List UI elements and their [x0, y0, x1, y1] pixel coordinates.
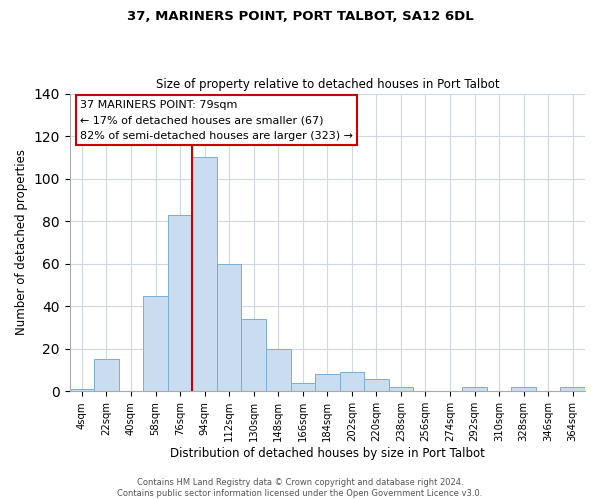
Bar	[168, 215, 193, 392]
X-axis label: Distribution of detached houses by size in Port Talbot: Distribution of detached houses by size …	[170, 447, 485, 460]
Bar	[217, 264, 241, 392]
Bar	[340, 372, 364, 392]
Y-axis label: Number of detached properties: Number of detached properties	[15, 150, 28, 336]
Bar	[389, 387, 413, 392]
Text: 37 MARINERS POINT: 79sqm
← 17% of detached houses are smaller (67)
82% of semi-d: 37 MARINERS POINT: 79sqm ← 17% of detach…	[80, 100, 353, 140]
Bar	[462, 387, 487, 392]
Bar	[315, 374, 340, 392]
Bar	[70, 389, 94, 392]
Text: 37, MARINERS POINT, PORT TALBOT, SA12 6DL: 37, MARINERS POINT, PORT TALBOT, SA12 6D…	[127, 10, 473, 23]
Title: Size of property relative to detached houses in Port Talbot: Size of property relative to detached ho…	[155, 78, 499, 91]
Bar	[290, 383, 315, 392]
Bar	[143, 296, 168, 392]
Bar	[511, 387, 536, 392]
Text: Contains HM Land Registry data © Crown copyright and database right 2024.
Contai: Contains HM Land Registry data © Crown c…	[118, 478, 482, 498]
Bar	[364, 378, 389, 392]
Bar	[266, 349, 290, 392]
Bar	[94, 360, 119, 392]
Bar	[560, 387, 585, 392]
Bar	[241, 319, 266, 392]
Bar	[193, 158, 217, 392]
